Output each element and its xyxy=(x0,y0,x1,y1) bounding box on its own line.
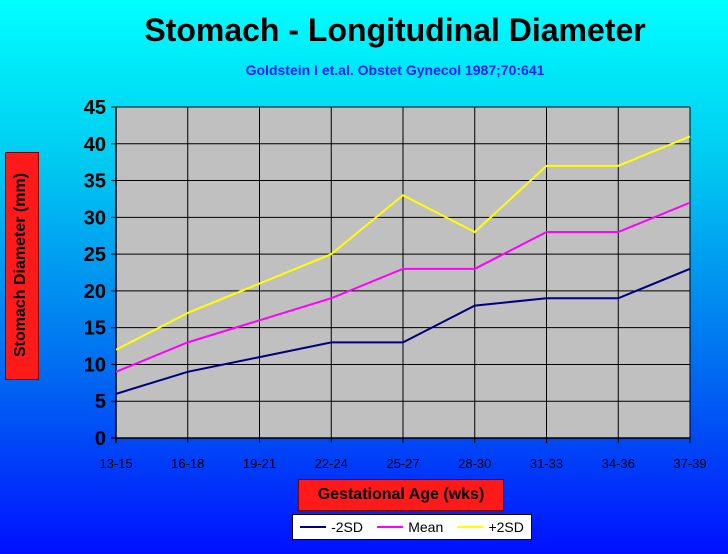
legend-label-mean: Mean xyxy=(408,519,444,535)
x-tick-label: 37-39 xyxy=(673,456,706,471)
y-tick-label: 5 xyxy=(95,391,106,413)
y-tick-label: 40 xyxy=(84,134,106,156)
y-tick-label: 15 xyxy=(84,318,106,340)
x-axis-label: Gestational Age (wks) xyxy=(298,479,504,511)
y-tick-label: 0 xyxy=(95,428,106,450)
legend-label-minus2sd: -2SD xyxy=(331,519,363,535)
series-line-minus2sd xyxy=(115,267,691,395)
y-tick-label: 30 xyxy=(84,207,106,229)
series-line-plus2sd xyxy=(115,135,691,351)
y-tick-label: 45 xyxy=(84,97,106,119)
legend-item-plus2sd: +2SD xyxy=(457,519,524,535)
x-tick-label: 31-33 xyxy=(530,456,563,471)
legend-swatch-mean xyxy=(377,526,404,528)
chart-title: Stomach - Longitudinal Diameter xyxy=(144,12,646,48)
x-tick-label: 22-24 xyxy=(315,456,348,471)
legend-swatch-minus2sd xyxy=(300,526,327,528)
legend-item-minus2sd: -2SD xyxy=(300,519,363,535)
x-tick-label: 16-18 xyxy=(171,456,204,471)
legend-swatch-plus2sd xyxy=(457,526,484,528)
x-tick-label: 13-15 xyxy=(99,456,132,471)
legend-label-plus2sd: +2SD xyxy=(488,519,524,535)
x-tick-label: 25-27 xyxy=(386,456,419,471)
x-tick-label: 34-36 xyxy=(602,456,635,471)
y-tick-label: 20 xyxy=(84,281,106,303)
y-tick-label: 10 xyxy=(84,354,106,376)
legend: -2SD Mean +2SD xyxy=(292,514,532,540)
chart-subtitle: Goldstein I et.al. Obstet Gynecol 1987;7… xyxy=(245,62,545,78)
series-line-mean xyxy=(115,201,691,373)
legend-item-mean: Mean xyxy=(377,519,443,535)
y-tick-label: 25 xyxy=(84,244,106,266)
plot-area: 0 5 10 15 20 25 30 35 40 45 13-15 16-18 19-21 22-24 25… xyxy=(84,97,707,471)
x-tick-label: 19-21 xyxy=(243,456,276,471)
y-tick-label: 35 xyxy=(84,171,106,193)
x-tick-label: 28-30 xyxy=(458,456,491,471)
y-axis-label-box xyxy=(5,152,39,380)
